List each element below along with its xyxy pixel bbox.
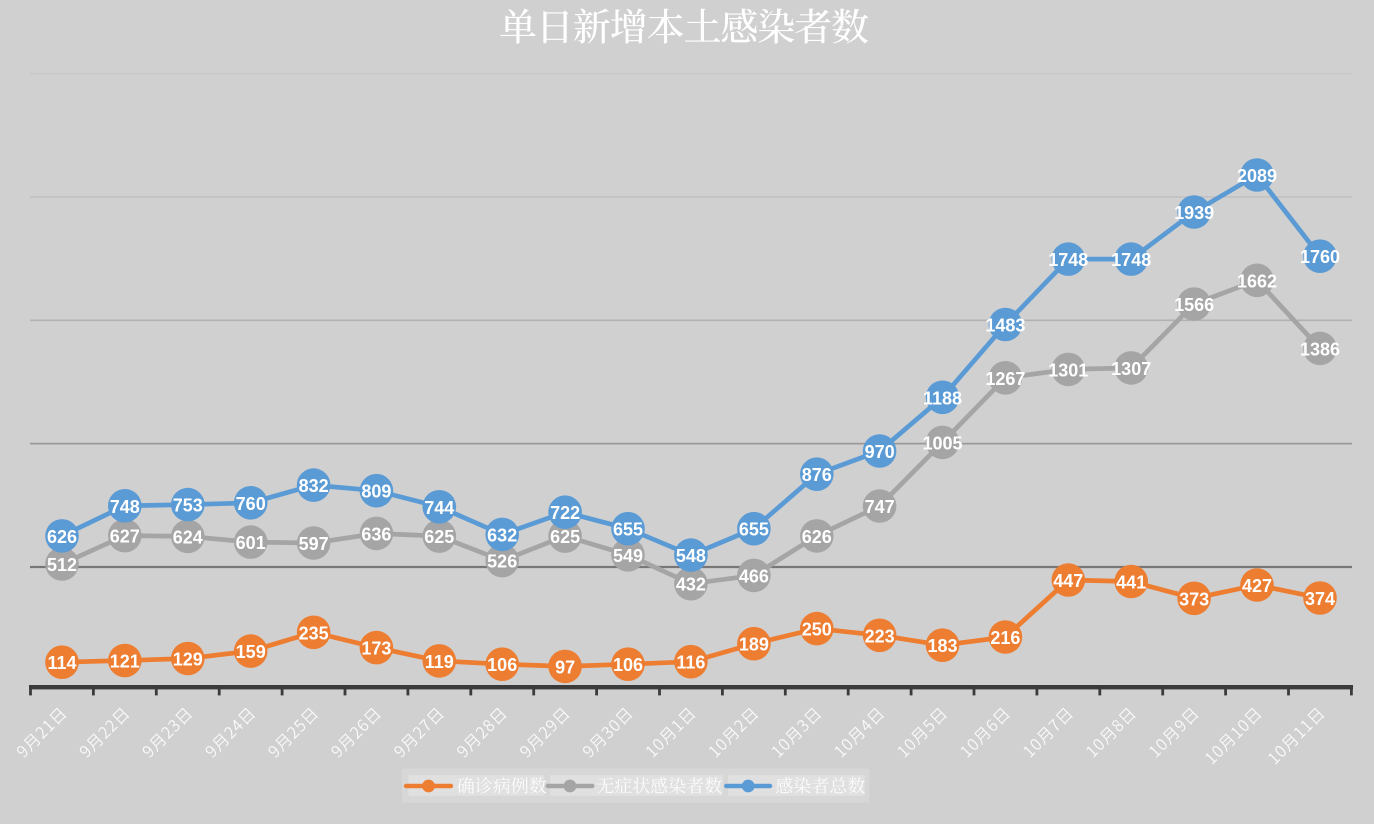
svg-text:722: 722 <box>550 503 580 523</box>
svg-text:760: 760 <box>236 494 266 514</box>
svg-text:626: 626 <box>802 527 832 547</box>
svg-text:97: 97 <box>555 657 575 677</box>
svg-text:748: 748 <box>110 497 140 517</box>
svg-text:1662: 1662 <box>1237 271 1277 291</box>
svg-text:250: 250 <box>802 620 832 640</box>
svg-text:173: 173 <box>361 639 391 659</box>
svg-text:1760: 1760 <box>1300 247 1340 267</box>
svg-text:1566: 1566 <box>1174 295 1214 315</box>
svg-text:374: 374 <box>1305 589 1335 609</box>
svg-text:549: 549 <box>613 546 643 566</box>
svg-text:526: 526 <box>487 552 517 572</box>
svg-text:512: 512 <box>47 555 77 575</box>
svg-text:235: 235 <box>299 623 329 643</box>
svg-text:626: 626 <box>47 527 77 547</box>
svg-text:441: 441 <box>1116 573 1146 593</box>
svg-text:223: 223 <box>865 626 895 646</box>
svg-text:601: 601 <box>236 533 266 553</box>
svg-text:183: 183 <box>927 636 957 656</box>
svg-text:1748: 1748 <box>1111 250 1151 270</box>
svg-text:1386: 1386 <box>1300 339 1340 359</box>
svg-text:655: 655 <box>613 520 643 540</box>
svg-text:632: 632 <box>487 525 517 545</box>
svg-text:106: 106 <box>613 655 643 675</box>
svg-text:116: 116 <box>676 653 705 673</box>
svg-text:1188: 1188 <box>923 388 962 408</box>
svg-text:625: 625 <box>424 527 454 547</box>
svg-text:216: 216 <box>990 628 1020 648</box>
svg-text:1748: 1748 <box>1048 250 1088 270</box>
svg-text:876: 876 <box>802 465 832 485</box>
svg-text:189: 189 <box>739 635 769 655</box>
svg-text:1005: 1005 <box>922 433 962 453</box>
svg-text:1483: 1483 <box>985 316 1025 336</box>
svg-text:159: 159 <box>236 642 266 662</box>
svg-text:597: 597 <box>299 534 329 554</box>
svg-text:970: 970 <box>865 442 895 462</box>
svg-text:625: 625 <box>550 527 580 547</box>
svg-text:427: 427 <box>1242 576 1272 596</box>
svg-text:106: 106 <box>487 655 517 675</box>
svg-text:1939: 1939 <box>1174 203 1214 223</box>
svg-text:466: 466 <box>739 566 769 586</box>
svg-text:121: 121 <box>110 652 140 672</box>
svg-text:624: 624 <box>173 527 203 547</box>
svg-text:744: 744 <box>424 498 454 518</box>
svg-text:447: 447 <box>1053 571 1083 591</box>
svg-text:655: 655 <box>739 520 769 540</box>
svg-text:114: 114 <box>47 653 76 673</box>
svg-text:747: 747 <box>865 497 895 517</box>
svg-text:432: 432 <box>676 575 706 595</box>
svg-text:627: 627 <box>110 527 140 547</box>
svg-text:636: 636 <box>361 524 391 544</box>
svg-text:2089: 2089 <box>1237 166 1277 186</box>
svg-text:373: 373 <box>1179 589 1209 609</box>
svg-text:753: 753 <box>173 496 203 516</box>
svg-text:1307: 1307 <box>1111 359 1151 379</box>
svg-text:832: 832 <box>299 476 329 496</box>
svg-text:548: 548 <box>676 546 706 566</box>
svg-text:1301: 1301 <box>1048 360 1088 380</box>
svg-text:809: 809 <box>361 482 391 502</box>
svg-text:1267: 1267 <box>985 369 1025 389</box>
svg-text:119: 119 <box>425 652 454 672</box>
svg-text:129: 129 <box>173 650 203 670</box>
